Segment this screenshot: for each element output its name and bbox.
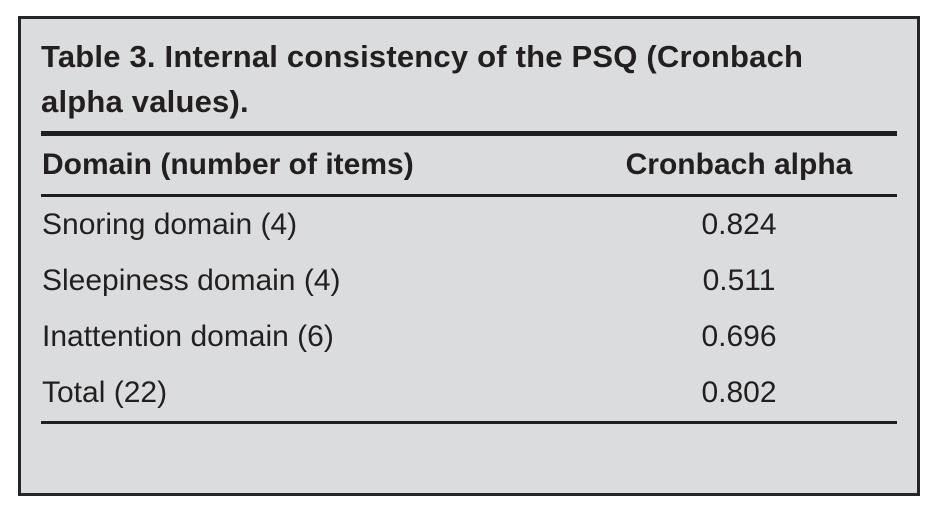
row-alpha-value: 0.824 xyxy=(701,208,777,241)
column-header-cronbach-alpha: Cronbach alpha xyxy=(625,148,853,181)
row-domain-label: Total (22) xyxy=(42,376,168,409)
table-title-line-1: Table 3. Internal consistency of the PSQ… xyxy=(41,39,804,74)
row-alpha-value: 0.511 xyxy=(702,264,776,297)
table-row-snoring: Snoring domain (4) 0.824 xyxy=(21,197,917,253)
table-row-inattention: Inattention domain (6) 0.696 xyxy=(21,309,917,365)
table-card: Table 3. Internal consistency of the PSQ… xyxy=(18,16,920,496)
row-domain-label: Snoring domain (4) xyxy=(42,208,298,241)
table-row-sleepiness: Sleepiness domain (4) 0.511 xyxy=(21,253,917,309)
title-separator-rule xyxy=(41,131,897,136)
column-header-domain: Domain (number of items) xyxy=(42,148,414,181)
row-domain-label: Sleepiness domain (4) xyxy=(42,264,341,297)
row-alpha-value: 0.802 xyxy=(701,376,777,409)
row-domain-label: Inattention domain (6) xyxy=(42,320,334,353)
header-separator-rule xyxy=(41,194,897,197)
row-alpha-value: 0.696 xyxy=(701,320,777,353)
table-row-total: Total (22) 0.802 xyxy=(21,365,917,421)
table-title: Table 3. Internal consistency of the PSQ… xyxy=(21,19,917,125)
table-bottom-rule xyxy=(41,421,897,424)
table-title-line-2: alpha values). xyxy=(41,84,249,119)
table-header-row: Domain (number of items) Cronbach alpha xyxy=(21,136,917,194)
